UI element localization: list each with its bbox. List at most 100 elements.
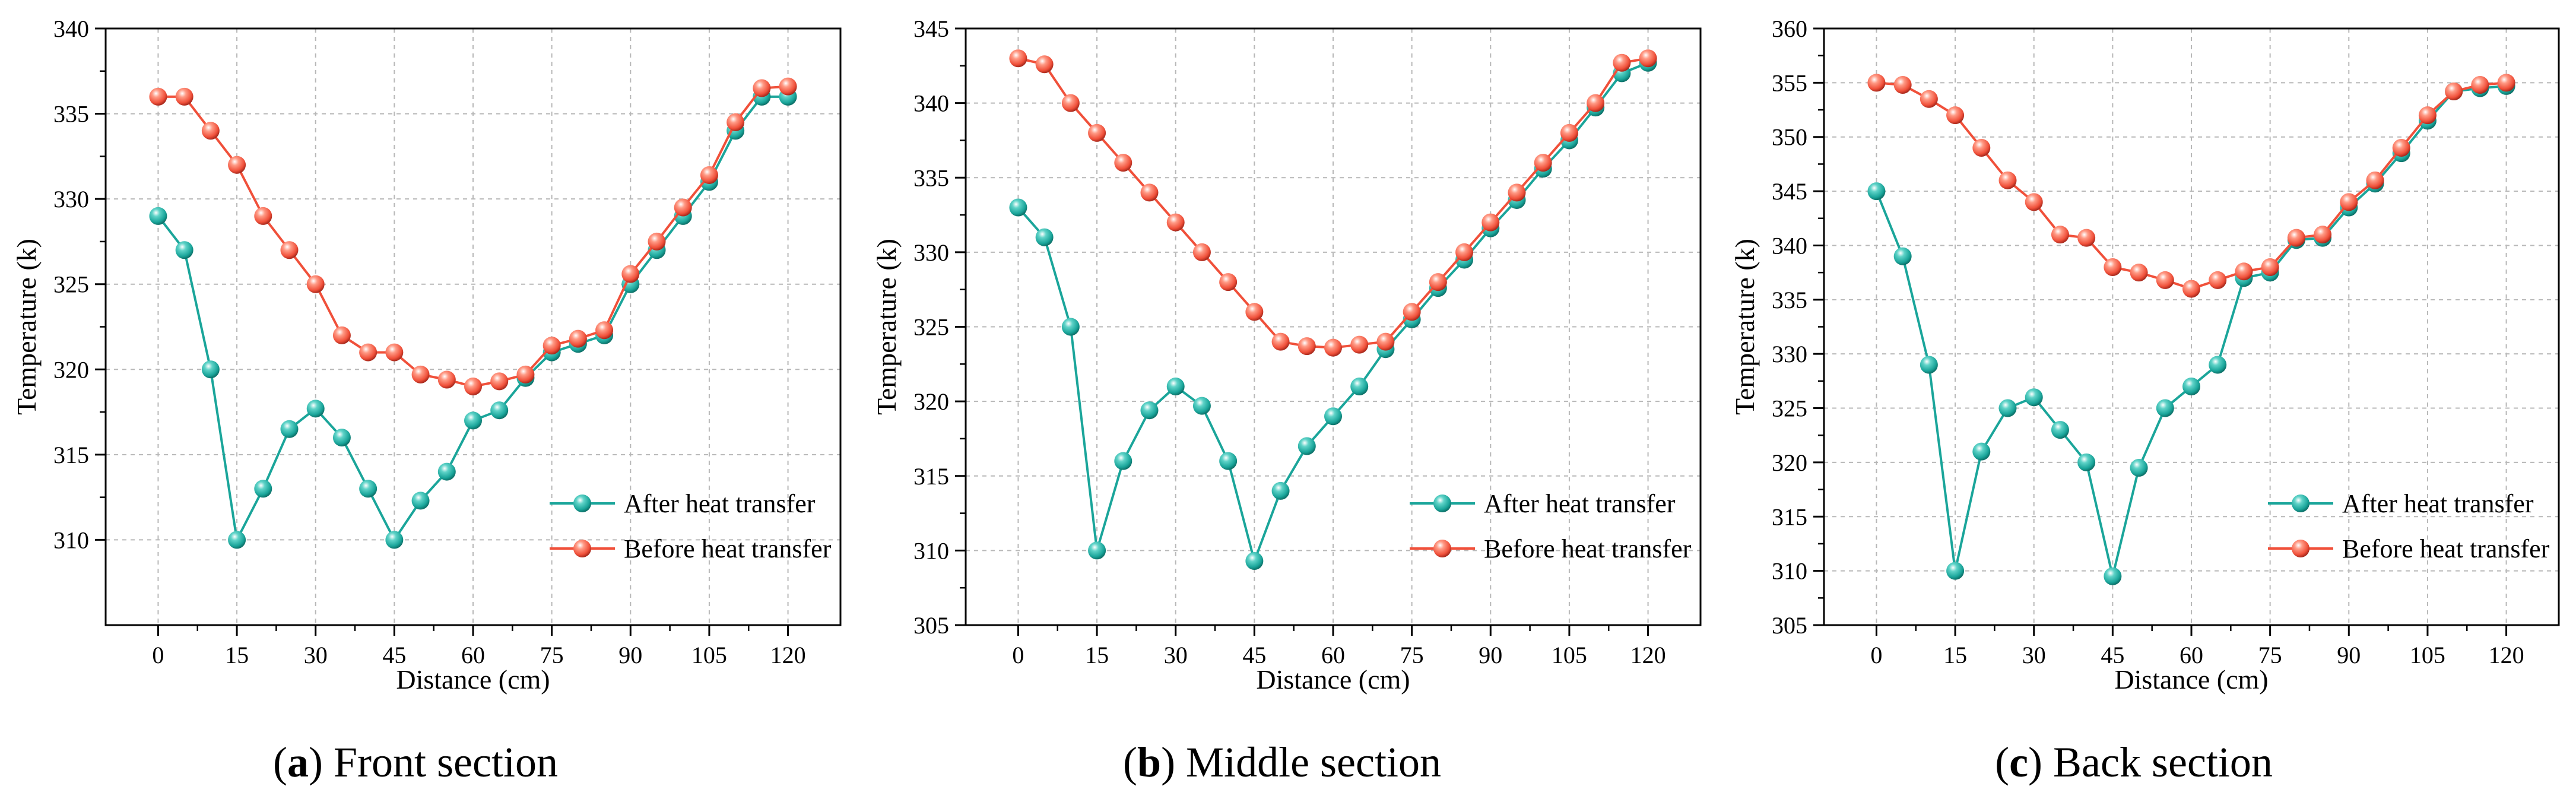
- data-point-before: [359, 343, 377, 362]
- data-point-before: [1192, 243, 1211, 261]
- data-point-before: [1429, 273, 1447, 291]
- data-point-after: [1297, 437, 1316, 455]
- data-point-before: [1140, 183, 1159, 202]
- y-tick-label: 310: [1772, 558, 1807, 585]
- data-point-before: [2340, 193, 2358, 211]
- y-tick-label: 305: [1772, 612, 1807, 639]
- data-point-after: [1245, 551, 1264, 570]
- data-point-before: [2366, 171, 2384, 189]
- data-point-before: [2051, 226, 2069, 244]
- data-point-before: [411, 365, 430, 383]
- data-point-after: [2209, 356, 2227, 374]
- data-point-before: [2130, 264, 2148, 282]
- data-point-after: [1219, 452, 1238, 470]
- x-axis-title: Distance (cm): [2114, 664, 2268, 695]
- data-point-after: [1009, 198, 1027, 217]
- y-axis-title: Temperature (k): [871, 239, 902, 415]
- data-point-after: [2130, 459, 2148, 477]
- legend-marker: [2292, 494, 2309, 512]
- y-tick-label: 315: [1772, 503, 1807, 530]
- legend-label: After heat transfer: [1484, 489, 1676, 518]
- data-point-before: [1534, 154, 1552, 172]
- data-point-before: [2235, 262, 2253, 281]
- data-point-before: [1297, 337, 1316, 356]
- data-point-after: [2025, 388, 2043, 407]
- data-point-after: [1998, 399, 2017, 417]
- x-tick-label: 75: [540, 642, 564, 668]
- data-point-before: [2314, 226, 2332, 244]
- y-tick-label: 305: [913, 612, 949, 639]
- data-point-before: [385, 343, 404, 362]
- data-point-before: [1114, 154, 1132, 172]
- y-tick-label: 345: [913, 15, 949, 42]
- legend-label: Before heat transfer: [2342, 534, 2550, 563]
- data-point-before: [464, 378, 482, 395]
- data-point-before: [2392, 139, 2410, 157]
- x-tick-label: 45: [1242, 642, 1266, 668]
- data-point-after: [1192, 397, 1211, 415]
- data-point-before: [1946, 106, 1965, 125]
- y-tick-label: 330: [1772, 341, 1807, 367]
- legend-marker: [1433, 540, 1451, 557]
- y-tick-label: 310: [913, 537, 949, 564]
- data-point-before: [1035, 55, 1054, 74]
- data-point-after: [1114, 452, 1132, 470]
- y-tick-label: 325: [913, 314, 949, 341]
- data-point-before: [1219, 273, 1238, 291]
- x-tick-label: 90: [618, 642, 642, 668]
- data-point-before: [1088, 123, 1106, 142]
- x-tick-label: 75: [2258, 642, 2282, 668]
- data-point-after: [1893, 247, 1912, 265]
- x-tick-label: 30: [1164, 642, 1188, 668]
- y-tick-label: 335: [1772, 287, 1807, 313]
- data-point-before: [1508, 183, 1526, 202]
- data-point-before: [569, 329, 587, 348]
- data-point-after: [464, 411, 482, 430]
- data-point-before: [2156, 271, 2174, 289]
- data-point-before: [1481, 213, 1500, 232]
- y-tick-label: 335: [913, 164, 949, 191]
- y-tick-label: 340: [1772, 232, 1807, 259]
- x-tick-label: 90: [2337, 642, 2361, 668]
- x-tick-label: 15: [225, 642, 249, 668]
- x-tick-label: 75: [1400, 642, 1424, 668]
- data-point-before: [149, 87, 167, 106]
- x-tick-label: 120: [770, 642, 806, 668]
- data-point-before: [1867, 74, 1886, 92]
- y-tick-label: 320: [913, 388, 949, 415]
- data-point-before: [1403, 303, 1421, 321]
- y-tick-label: 355: [1772, 69, 1807, 96]
- data-point-after: [1140, 401, 1159, 420]
- y-tick-label: 310: [53, 527, 89, 553]
- y-tick-label: 315: [53, 442, 89, 468]
- x-tick-label: 0: [1012, 642, 1024, 668]
- data-point-before: [1324, 338, 1342, 357]
- data-point-after: [1166, 378, 1185, 395]
- data-point-before: [490, 372, 509, 391]
- data-point-after: [1350, 378, 1369, 395]
- data-point-before: [2077, 229, 2096, 247]
- x-tick-label: 90: [1479, 642, 1502, 668]
- y-tick-label: 315: [913, 463, 949, 490]
- data-point-after: [175, 241, 193, 259]
- data-point-before: [2261, 258, 2279, 276]
- data-point-before: [2209, 271, 2227, 289]
- x-tick-label: 45: [382, 642, 406, 668]
- data-point-before: [1061, 94, 1080, 112]
- y-tick-label: 340: [53, 15, 89, 42]
- x-tick-label: 60: [2180, 642, 2203, 668]
- chart-panel-1: 0 15 30 45 60 75 90 105 120 310 315 320 325 330 335 340…: [11, 15, 842, 786]
- y-tick-label: 325: [1772, 395, 1807, 422]
- y-tick-label: 335: [53, 101, 89, 128]
- data-point-after: [332, 429, 351, 447]
- data-point-after: [411, 492, 430, 510]
- data-point-after: [280, 420, 299, 438]
- x-tick-label: 60: [461, 642, 485, 668]
- x-tick-label: 30: [2022, 642, 2046, 668]
- data-point-before: [2471, 76, 2489, 94]
- data-point-after: [201, 360, 220, 379]
- x-axis-title: Distance (cm): [1256, 664, 1410, 695]
- chart-panel-3: 0 15 30 45 60 75 90 105 120 305 310 315 320 325 330 335…: [1730, 15, 2560, 786]
- x-tick-label: 0: [152, 642, 164, 668]
- x-tick-label: 105: [1552, 642, 1587, 668]
